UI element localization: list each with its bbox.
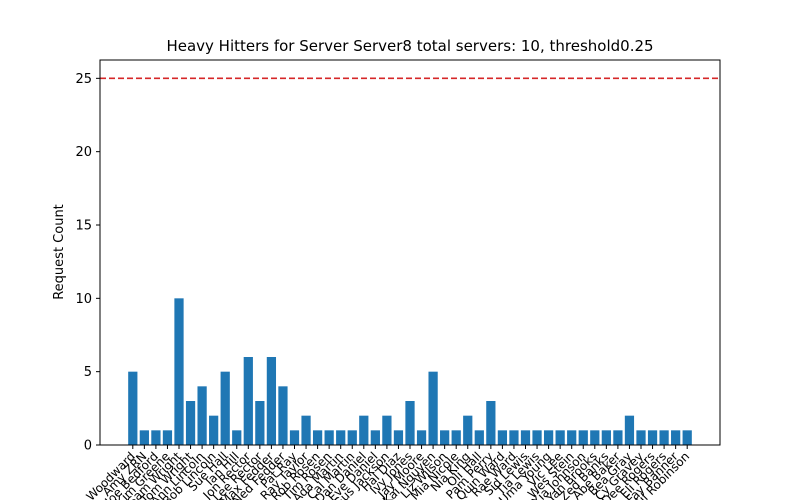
bar xyxy=(220,371,230,445)
bar xyxy=(139,430,149,445)
bar xyxy=(671,430,681,445)
bar xyxy=(405,401,415,445)
bar xyxy=(174,298,184,445)
bar xyxy=(451,430,461,445)
bar xyxy=(428,371,438,445)
bar xyxy=(647,430,658,445)
bar xyxy=(370,430,380,445)
bar xyxy=(185,401,196,445)
y-tick-label: 0 xyxy=(84,439,92,454)
bar xyxy=(232,430,242,445)
bar xyxy=(474,430,484,445)
bar xyxy=(636,430,646,445)
bar xyxy=(312,430,323,445)
bar xyxy=(682,430,692,445)
bar xyxy=(601,430,611,445)
bar xyxy=(324,430,334,445)
bar xyxy=(347,430,357,445)
bar xyxy=(613,430,623,445)
bar xyxy=(509,430,519,445)
bar xyxy=(162,430,173,445)
bar xyxy=(197,386,207,445)
bar xyxy=(393,430,404,445)
bar xyxy=(440,430,450,445)
bar xyxy=(209,415,219,445)
bar xyxy=(497,430,508,445)
bar xyxy=(590,430,600,445)
bar xyxy=(659,430,669,445)
bar xyxy=(543,430,554,445)
bar xyxy=(532,430,542,445)
chart-title: Heavy Hitters for Server Server8 total s… xyxy=(166,37,653,55)
bar xyxy=(463,415,473,445)
bar xyxy=(567,430,577,445)
bar xyxy=(578,430,588,445)
bar xyxy=(624,415,635,445)
plot-frame xyxy=(99,59,721,446)
bar xyxy=(336,430,346,445)
y-axis-label: Request Count xyxy=(52,204,67,300)
y-tick-label: 25 xyxy=(75,72,92,87)
y-tick-label: 5 xyxy=(84,365,92,380)
bar xyxy=(416,430,427,445)
bar xyxy=(278,386,288,445)
bar xyxy=(520,430,531,445)
bar xyxy=(266,357,277,445)
bar xyxy=(555,430,565,445)
bar xyxy=(359,415,369,445)
bar xyxy=(243,357,253,445)
y-tick-label: 10 xyxy=(75,292,92,307)
bar xyxy=(382,415,392,445)
bar xyxy=(151,430,161,445)
bar xyxy=(255,401,265,445)
bar xyxy=(301,415,311,445)
y-tick-label: 20 xyxy=(75,145,92,160)
y-tick-label: 15 xyxy=(75,219,92,234)
bar xyxy=(289,430,300,445)
bar xyxy=(128,371,138,445)
bar xyxy=(486,401,496,445)
